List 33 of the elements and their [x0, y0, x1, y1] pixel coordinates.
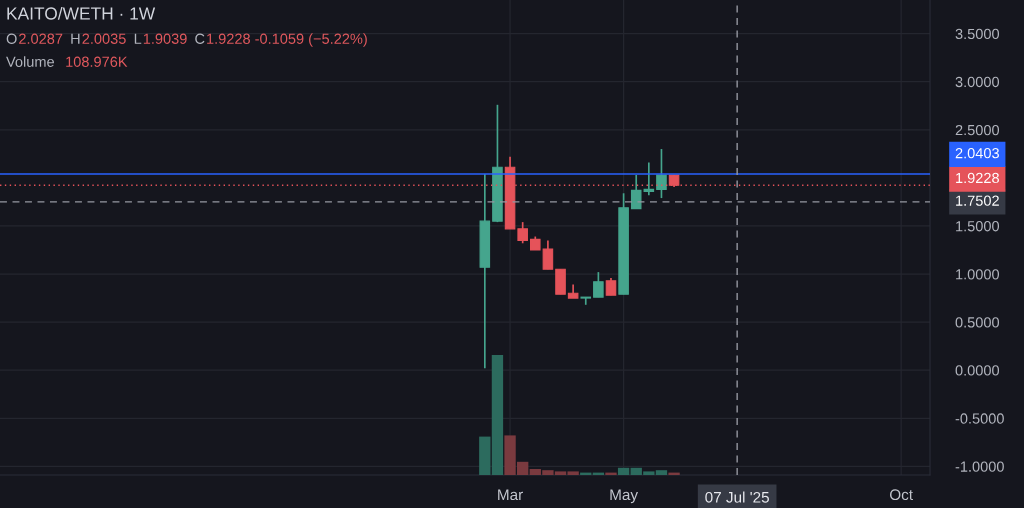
candlestick	[542, 239, 554, 271]
ref-line-label: 1.9228	[956, 172, 999, 184]
annotation: 2.0287	[19, 33, 63, 44]
annotation: O	[6, 33, 17, 44]
annotation: Volume	[6, 56, 54, 67]
annotation: C	[195, 33, 205, 44]
annotation: 1.9039	[143, 33, 187, 44]
y-tick-label: 1.5000	[956, 221, 1000, 232]
y-tick-label: 2.5000	[955, 124, 1000, 136]
annotation: 108.976K	[66, 56, 128, 67]
y-tick-label: -1.0000	[955, 461, 1004, 472]
chart-title: KAITO/WETH · 1W	[7, 6, 156, 20]
annotation: L	[134, 33, 142, 44]
y-tick-label: -0.5000	[955, 413, 1004, 424]
x-tick-label: Oct	[890, 489, 913, 501]
ref-line-label: 07 Jul '25	[705, 491, 769, 503]
candlestick	[580, 296, 592, 306]
ref-line-label: 2.0403	[955, 148, 999, 159]
candlestick	[656, 148, 667, 199]
candlestick	[593, 271, 604, 298]
bar	[617, 467, 630, 475]
annotation: 2.0035	[82, 33, 126, 44]
y-tick-label: 0.5000	[955, 317, 1000, 328]
ref-line-label: 1.7502	[956, 195, 999, 206]
x-tick-label: May	[610, 489, 639, 504]
y-tick-label: 1.0000	[956, 269, 1000, 280]
y-tick-label: 0.0000	[955, 365, 1000, 376]
y-tick-label: 3.0000	[955, 76, 1000, 88]
annotation: H	[71, 33, 80, 44]
y-tick-label: 3.5000	[955, 28, 1000, 40]
x-tick-label: Mar	[498, 489, 523, 501]
annotation: 1.9228 -0.1059 (−5.22%)	[207, 33, 367, 47]
candlestick	[517, 221, 528, 245]
